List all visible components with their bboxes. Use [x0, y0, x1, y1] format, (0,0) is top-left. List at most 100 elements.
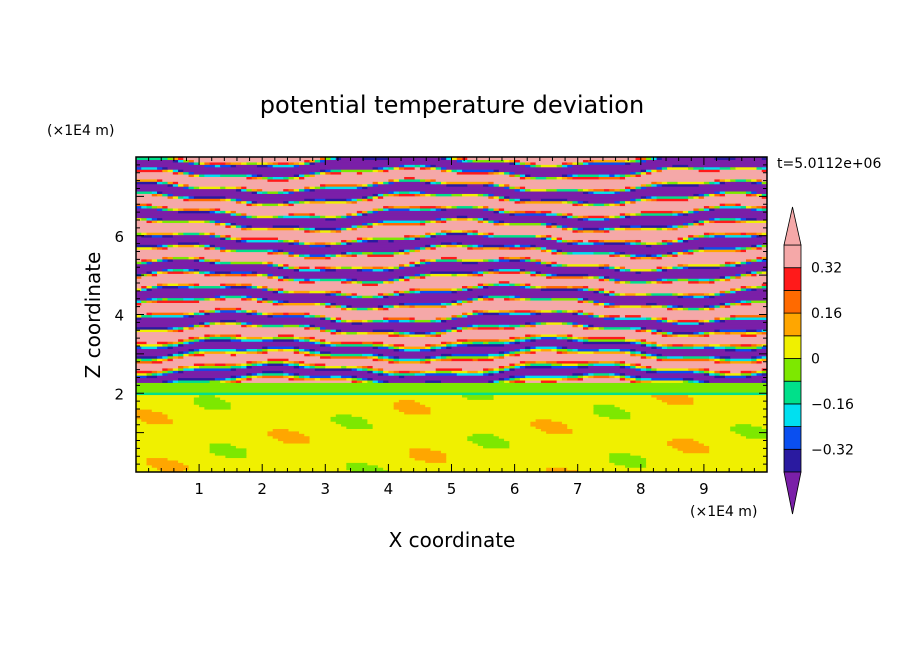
contour-cell [146, 375, 158, 379]
contour-cell [372, 207, 379, 211]
contour-cell [151, 287, 263, 291]
contour-cell [730, 275, 737, 279]
contour-cell [246, 362, 253, 366]
contour-cell [141, 258, 148, 262]
contour-cell [719, 203, 726, 207]
contour-cell [745, 435, 767, 439]
contour-cell [635, 173, 642, 177]
contour-cell [409, 251, 553, 255]
contour-cell [735, 299, 742, 303]
contour-cell [467, 244, 474, 248]
contour-cell [440, 241, 453, 245]
contour-cell [388, 166, 395, 170]
contour-cell [362, 212, 368, 216]
contour-cell [493, 372, 574, 376]
contour-cell [383, 319, 389, 323]
contour-cell [188, 348, 195, 352]
contour-cell [603, 215, 610, 219]
contour-cell [556, 249, 563, 253]
contour-cell [288, 178, 389, 182]
contour-cell [225, 379, 232, 383]
contour-cell [703, 333, 710, 337]
contour-cell [530, 198, 542, 202]
contour-cell [409, 207, 421, 211]
contour-cell [288, 358, 374, 362]
contour-cell [477, 358, 495, 362]
contour-cell [136, 278, 279, 282]
contour-cell [162, 244, 169, 248]
contour-cell [404, 411, 432, 415]
contour-cell [598, 275, 605, 279]
contour-cell [619, 212, 626, 216]
contour-cell [304, 326, 311, 330]
contour-cell [309, 227, 316, 231]
contour-cell [740, 249, 747, 253]
contour-cell [435, 316, 442, 320]
contour-cell [751, 207, 758, 211]
contour-cell [756, 348, 767, 352]
contour-cell [136, 384, 767, 388]
contour-cell [640, 353, 647, 357]
contour-cell [640, 377, 652, 381]
contour-cell [535, 258, 542, 262]
contour-cell [509, 338, 516, 342]
contour-cell [625, 251, 668, 255]
contour-cell [283, 440, 311, 444]
contour-cell [488, 258, 495, 262]
contour-cell [719, 292, 726, 296]
contour-cell [567, 241, 574, 245]
contour-cell [409, 287, 416, 291]
contour-cell [136, 312, 148, 316]
contour-cell [377, 169, 384, 173]
contour-cell [335, 319, 342, 323]
contour-cell [162, 367, 169, 371]
contour-cell [462, 341, 474, 345]
contour-cell [172, 171, 179, 175]
contour-cell [430, 232, 437, 236]
contour-cell [330, 253, 337, 257]
contour-cell [256, 215, 274, 219]
contour-cell [561, 249, 684, 253]
contour-cell [709, 447, 767, 451]
contour-cell [561, 251, 568, 255]
contour-cell [646, 370, 658, 374]
contour-cell [572, 428, 731, 432]
contour-cell [582, 297, 589, 301]
contour-cell [703, 246, 737, 250]
contour-cell [630, 188, 637, 192]
contour-cell [267, 227, 295, 231]
contour-cell [209, 246, 216, 250]
contour-cell [136, 290, 274, 294]
contour-cell [561, 321, 568, 325]
contour-cell [661, 329, 716, 333]
contour-cell [756, 205, 763, 209]
contour-cell [136, 350, 179, 354]
contour-cell [577, 215, 584, 219]
contour-cell [703, 220, 710, 224]
contour-cell [635, 341, 642, 345]
contour-cell [414, 304, 442, 308]
contour-cell [698, 210, 767, 214]
contour-cell [225, 186, 237, 190]
contour-cell [430, 244, 437, 248]
contour-cell [414, 246, 421, 250]
contour-cell [136, 161, 190, 165]
contour-cell [377, 283, 479, 287]
contour-cell [230, 164, 237, 168]
contour-cell [214, 164, 221, 168]
contour-cell [709, 292, 716, 296]
contour-cell [304, 375, 311, 379]
contour-cell [745, 329, 758, 333]
contour-cell [493, 258, 500, 262]
contour-cell [309, 244, 326, 248]
contour-cell [588, 372, 595, 376]
contour-cell [661, 157, 716, 161]
contour-cell [409, 452, 447, 456]
contour-cell [230, 404, 395, 408]
contour-cell [635, 362, 642, 366]
contour-cell [246, 176, 253, 180]
contour-cell [136, 287, 142, 291]
contour-cell [582, 372, 589, 376]
contour-cell [593, 290, 600, 294]
contour-cell [377, 239, 389, 243]
